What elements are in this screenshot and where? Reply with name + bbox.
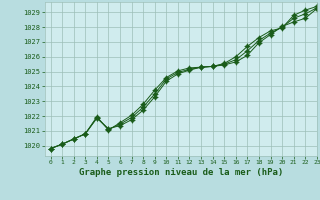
X-axis label: Graphe pression niveau de la mer (hPa): Graphe pression niveau de la mer (hPa) bbox=[79, 168, 283, 177]
